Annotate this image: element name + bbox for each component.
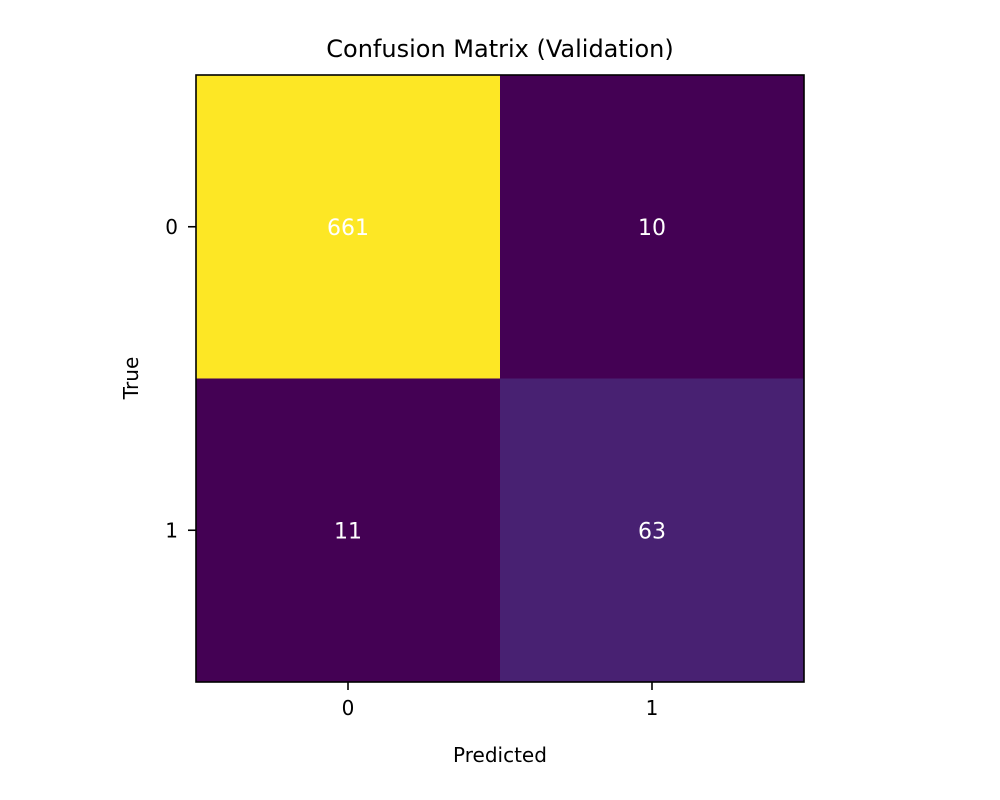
x-tick-label-0: 0 <box>342 696 355 720</box>
chart-title: Confusion Matrix (Validation) <box>326 35 673 63</box>
x-tick-label-1: 1 <box>646 696 659 720</box>
cell-annotations: 661 10 11 63 <box>327 216 666 545</box>
x-axis-label: Predicted <box>453 743 547 767</box>
heatmap-cell-1-1 <box>500 378 805 683</box>
y-tick-label-0: 0 <box>165 215 178 239</box>
y-axis-ticks: 01 <box>165 215 196 542</box>
heatmap-cell-1-0 <box>196 378 501 683</box>
cell-value-label-0-0: 661 <box>327 216 369 241</box>
y-tick-label-1: 1 <box>165 518 178 542</box>
heatmap-cell-0-0 <box>196 75 501 379</box>
y-axis-label: True <box>119 357 143 400</box>
cell-value-label-1-1: 63 <box>638 519 666 544</box>
heatmap-cell-0-1 <box>500 75 805 379</box>
cell-value-label-1-0: 11 <box>334 519 362 544</box>
heatmap-cells <box>196 75 805 683</box>
plot-frame <box>195 74 805 683</box>
cell-value-label-0-1: 10 <box>638 216 666 241</box>
